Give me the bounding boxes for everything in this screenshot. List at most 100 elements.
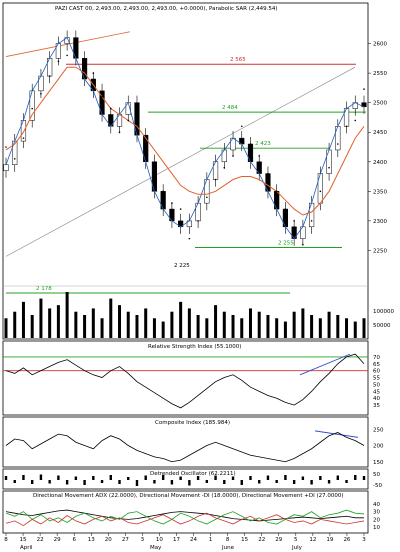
detrended-bar [354,475,357,480]
composite-trend-line [314,430,359,438]
sar-dot [83,60,86,63]
detrended-bar [205,480,209,483]
rsi-tick-label: 70 [373,355,380,361]
volume-bar [318,318,322,338]
price-tick-label: 2550 [373,71,387,77]
detrended-title: Detrended Oscillator (62.2211) [150,471,236,477]
detrended-bar [65,480,69,485]
sar-dot [363,88,365,90]
sar-dot [153,172,156,175]
rsi-tick-label: 40 [373,396,380,402]
upper-trend-line [5,31,131,57]
volume-bar [248,308,252,338]
composite-line [5,432,365,463]
detrended-bar [118,480,121,484]
price-panel-frame [2,2,369,340]
detrended-bar [327,480,331,484]
price-tick-label: 2600 [373,42,387,48]
volume-bar [327,311,331,338]
dmi-line [5,509,365,525]
rsi-title: Relative Strength Index (55.1000) [148,344,241,350]
x-tick-label: 22 [258,537,265,543]
volume-bar [196,315,200,338]
detrended-bar [4,476,8,480]
level-label: 2 423 [255,141,271,147]
x-tick-label: 8 [4,537,8,543]
rsi-tick-label: 60 [373,369,380,375]
x-tick-label: 29 [275,537,282,543]
detrended-bar [153,480,156,484]
sar-dot [179,208,182,210]
detrended-bar [100,480,104,483]
close-line [5,37,365,240]
detrended-bar [39,474,43,480]
detrended-bar [161,475,165,480]
volume-bar [21,301,25,338]
price-tick-label: 2500 [373,101,387,107]
detrended-bar [196,476,200,480]
volume-bar [170,311,174,338]
volume-bar [214,305,218,338]
rsi-tick-label: 45 [373,389,380,395]
sar-dot [275,190,278,193]
sar-dot [171,202,173,204]
volume-bar [56,305,60,338]
volume-bar [30,315,34,338]
volume-bar [161,321,165,338]
volume-bar [353,321,357,338]
detrended-bar [249,476,252,480]
sar-dot [75,39,77,42]
detrended-bar [223,480,226,484]
x-tick-label: 26 [343,537,350,543]
volume-bar [83,315,87,338]
detrended-bar [48,480,51,484]
sar-dot [5,146,7,148]
sar-dot [232,155,234,157]
composite-tick-label: 200 [373,444,384,450]
sar-dot [223,166,226,169]
volume-bar [240,318,244,338]
sar-dot [258,155,261,157]
sar-dot [57,60,60,63]
x-month-label: June [221,545,235,551]
rsi-tick-label: 50 [373,382,380,388]
detrended-bar [345,480,348,483]
sar-dot [31,107,33,110]
detrended-bar [310,480,313,485]
rsi-panel-frame [2,340,369,416]
x-month-label: July [291,545,303,551]
detrended-bar [301,476,305,480]
detrended-bar [83,480,86,485]
sar-dot [92,72,95,74]
level-label: 2 178 [36,286,52,292]
volume-bar [205,318,209,338]
sar-dot [127,119,130,122]
rsi-tick-label: 35 [373,403,380,409]
volume-bar [187,308,191,338]
trend-line [5,66,356,257]
x-tick-label: 19 [326,537,333,543]
detrended-bar [188,480,191,486]
sar-dot [310,220,313,222]
sar-dot [109,107,112,110]
x-tick-label: 10 [156,537,163,543]
ema-line [5,66,365,216]
volume-bar [48,308,52,338]
detrended-bar [275,480,278,483]
x-tick-label: 5 [294,537,298,543]
rsi-trend-line [299,353,351,376]
sar-dot [354,119,357,122]
dmi-tick-label: 10 [373,525,380,531]
candle-body [3,164,9,171]
x-tick-label: 3 [362,537,366,543]
detrended-tick-label: -50 [373,483,382,489]
volume-bar [292,311,296,338]
sar-dot [319,190,322,193]
dmi-tick-label: 30 [373,510,380,516]
volume-bar [275,318,279,338]
dmi-line [5,509,364,522]
volume-bar [39,298,43,338]
x-tick-label: 3 [141,537,145,543]
detrended-tick-label: 50 [373,472,380,478]
point-label: 2 225 [174,263,190,269]
